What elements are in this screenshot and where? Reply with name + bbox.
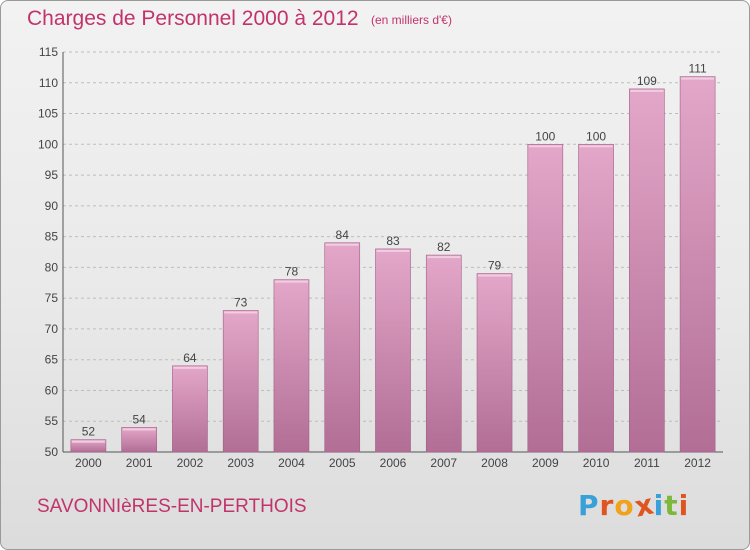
- y-tick-label: 100: [38, 137, 58, 151]
- bar-highlight: [122, 428, 156, 431]
- bar-highlight: [173, 366, 207, 369]
- data-label: 83: [386, 234, 400, 248]
- x-tick-label: 2006: [380, 456, 407, 470]
- y-tick-label: 65: [45, 353, 59, 367]
- x-tick-label: 2011: [634, 456, 660, 470]
- x-tick-label: 2012: [684, 456, 711, 470]
- bar-highlight: [528, 145, 562, 148]
- bar-highlight: [478, 274, 512, 277]
- x-tick-label: 2008: [481, 456, 508, 470]
- data-label: 54: [132, 412, 146, 426]
- bar-highlight: [376, 249, 410, 252]
- data-label: 52: [82, 425, 96, 439]
- data-label: 82: [437, 240, 451, 254]
- logo-letter: t: [664, 489, 679, 522]
- bar-2011: [629, 88, 665, 453]
- y-tick-label: 75: [45, 291, 59, 305]
- bar-2002: [172, 365, 208, 453]
- x-tick-label: 2003: [227, 456, 254, 470]
- bar-highlight: [274, 280, 308, 283]
- y-tick-label: 55: [45, 414, 59, 428]
- proxiti-logo: Proxiti: [578, 487, 690, 523]
- data-label: 100: [586, 129, 606, 143]
- logo-letter: o: [614, 489, 635, 522]
- x-tick-label: 2000: [75, 456, 102, 470]
- bar-2006: [375, 248, 411, 453]
- bar-highlight: [630, 89, 664, 92]
- y-tick-label: 70: [45, 322, 59, 336]
- y-tick-label: 105: [38, 107, 58, 121]
- bar-2003: [222, 310, 259, 453]
- y-tick-label: 115: [39, 45, 58, 59]
- bar-highlight: [71, 440, 105, 443]
- bar-2004: [273, 279, 310, 453]
- data-label: 79: [488, 259, 502, 273]
- y-tick-label: 60: [45, 383, 59, 397]
- x-tick-label: 2001: [126, 456, 153, 470]
- bar-2008: [476, 273, 513, 453]
- bar-2000: [70, 439, 107, 453]
- y-tick-label: 90: [45, 199, 59, 213]
- bar-2005: [324, 242, 361, 453]
- x-tick-label: 2005: [329, 456, 356, 470]
- bar-2001: [121, 427, 157, 453]
- y-tick-label: 110: [39, 76, 58, 90]
- bar-highlight: [681, 77, 715, 80]
- y-tick-label: 50: [45, 445, 59, 459]
- data-label: 84: [336, 228, 350, 242]
- bar-2009: [527, 144, 564, 453]
- x-tick-label: 2010: [583, 456, 610, 470]
- chart-subtitle: (en milliers d'€): [371, 13, 452, 27]
- bar-highlight: [224, 311, 258, 314]
- bar-highlight: [325, 243, 359, 246]
- logo-letter: r: [599, 489, 615, 522]
- data-label: 111: [688, 62, 707, 76]
- x-tick-label: 2002: [177, 456, 204, 470]
- x-tick-label: 2007: [430, 456, 457, 470]
- commune-name: SAVONNIèRES-EN-PERTHOIS: [37, 496, 307, 517]
- bar-2012: [679, 76, 716, 453]
- chart-title: Charges de Personnel 2000 à 2012: [27, 7, 359, 30]
- data-label: 78: [285, 265, 299, 279]
- x-tick-label: 2004: [278, 456, 305, 470]
- bar-2010: [578, 144, 614, 453]
- logo-letter: P: [578, 489, 600, 522]
- data-label: 109: [637, 74, 657, 88]
- y-tick-label: 80: [45, 260, 59, 274]
- x-tick-label: 2009: [532, 456, 559, 470]
- data-label: 73: [234, 295, 248, 309]
- bar-2007: [425, 254, 462, 453]
- logo-letter: i: [678, 489, 690, 522]
- y-tick-label: 95: [45, 168, 59, 182]
- data-label: 64: [183, 351, 197, 365]
- bar-highlight: [579, 145, 613, 148]
- bar-highlight: [427, 256, 461, 259]
- data-label: 100: [535, 129, 555, 143]
- y-tick-label: 85: [45, 230, 59, 244]
- logo-letter: i: [653, 489, 665, 522]
